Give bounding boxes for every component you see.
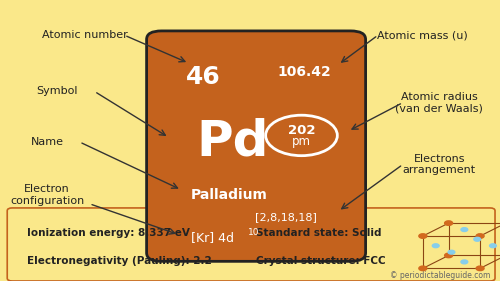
Text: 202: 202 [288, 124, 315, 137]
Text: pm: pm [292, 135, 311, 148]
Text: © periodictableguide.com: © periodictableguide.com [390, 271, 490, 280]
Text: Pd: Pd [196, 118, 269, 166]
Text: Atomic mass (u): Atomic mass (u) [378, 30, 468, 40]
Text: Symbol: Symbol [36, 86, 78, 96]
Text: Atomic radius
(van der Waals): Atomic radius (van der Waals) [396, 92, 483, 113]
Text: [2,8,18,18]: [2,8,18,18] [256, 212, 318, 222]
Circle shape [474, 237, 480, 241]
Circle shape [448, 250, 455, 254]
Text: 106.42: 106.42 [277, 65, 331, 79]
FancyBboxPatch shape [7, 208, 495, 281]
Circle shape [419, 234, 427, 238]
Text: Palladium: Palladium [191, 188, 268, 202]
Text: Crystal structure: FCC: Crystal structure: FCC [256, 256, 386, 266]
Circle shape [432, 244, 439, 248]
Circle shape [476, 234, 484, 238]
Circle shape [461, 228, 468, 232]
Circle shape [444, 253, 452, 258]
Text: Electronegativity (Pauling): 2.2: Electronegativity (Pauling): 2.2 [27, 256, 212, 266]
Text: Atomic number: Atomic number [42, 30, 128, 40]
Circle shape [490, 244, 496, 248]
Circle shape [419, 266, 427, 271]
Text: Standard state: Solid: Standard state: Solid [256, 228, 382, 238]
Text: Electron
configuration: Electron configuration [10, 185, 84, 206]
Text: 10: 10 [248, 228, 259, 237]
Circle shape [444, 221, 452, 225]
Text: Name: Name [30, 137, 64, 147]
FancyBboxPatch shape [146, 31, 366, 261]
Text: Electrons
arrangement: Electrons arrangement [402, 154, 476, 175]
Text: [Kr] 4d: [Kr] 4d [192, 232, 234, 244]
Circle shape [476, 266, 484, 271]
Circle shape [461, 260, 468, 264]
Text: 46: 46 [186, 65, 221, 89]
Text: Ionization energy: 8.337 eV: Ionization energy: 8.337 eV [27, 228, 190, 238]
